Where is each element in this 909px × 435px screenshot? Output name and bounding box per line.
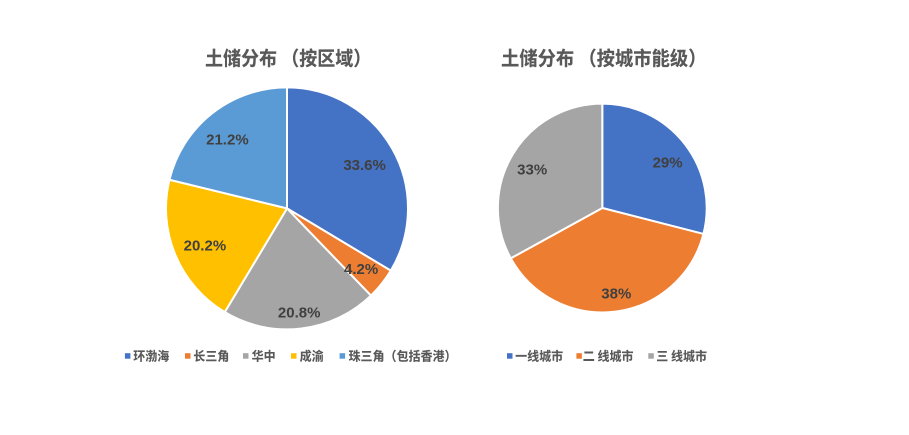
svg-text:4.2%: 4.2% (344, 261, 378, 278)
svg-text:29%: 29% (653, 155, 683, 172)
svg-text:20.8%: 20.8% (278, 304, 321, 321)
svg-text:33.6%: 33.6% (343, 157, 386, 174)
svg-text:33%: 33% (517, 162, 547, 179)
svg-text:38%: 38% (601, 286, 631, 303)
svg-text:21.2%: 21.2% (206, 131, 249, 148)
svg-text:20.2%: 20.2% (184, 238, 227, 255)
